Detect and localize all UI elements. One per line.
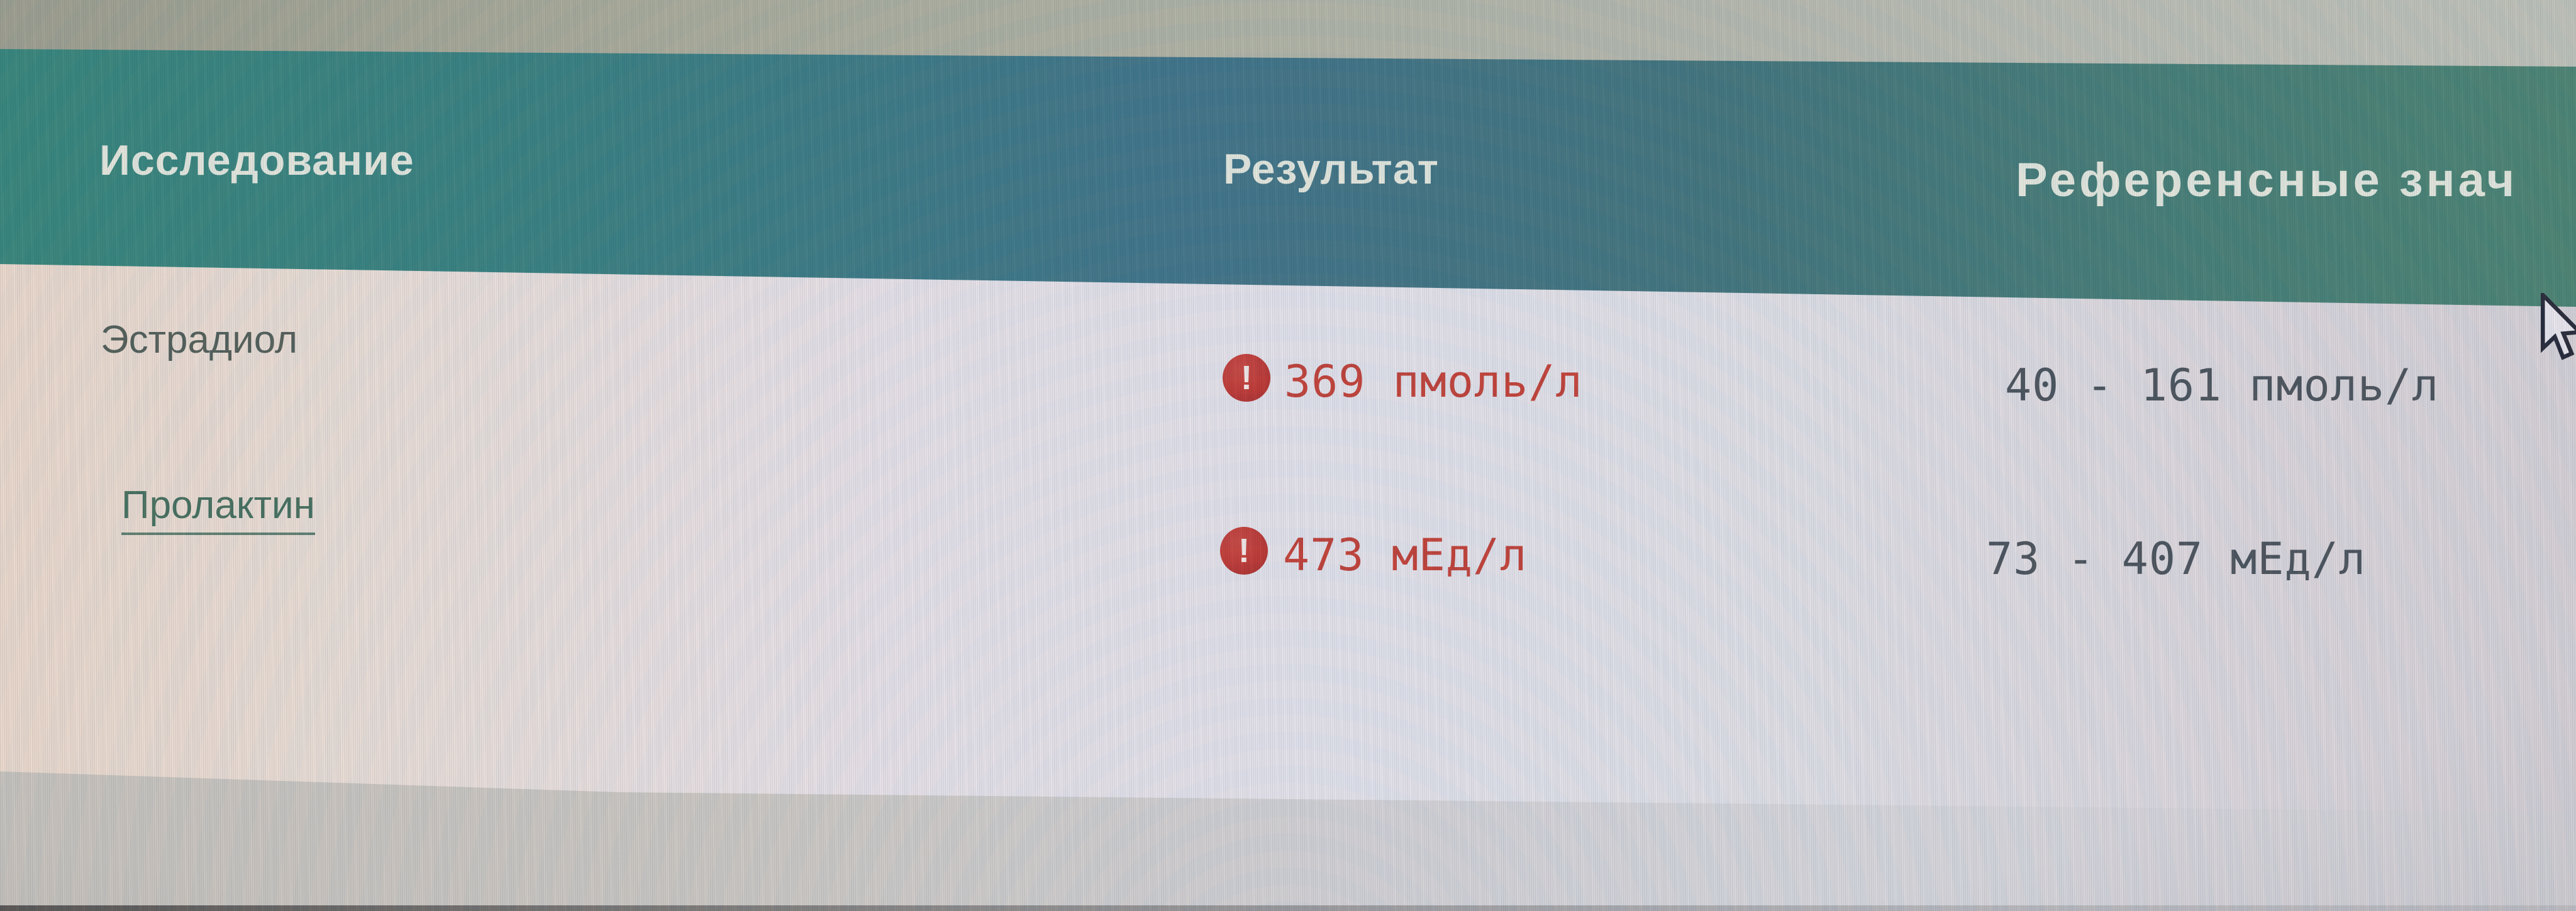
screen-bottom-edge bbox=[0, 905, 2576, 911]
mouse-cursor bbox=[2541, 293, 2576, 360]
result-value: 369 пмоль/л bbox=[1284, 356, 1583, 407]
table-header-row: Исследование Результат Референсные знач bbox=[0, 49, 2576, 307]
alert-icon: ! bbox=[1223, 354, 1270, 402]
reference-range: 73 - 407 мЕд/л bbox=[1986, 533, 2367, 585]
column-header-test: Исследование bbox=[99, 136, 414, 184]
column-header-reference: Референсные знач bbox=[2016, 153, 2518, 207]
test-name: Эстрадиол bbox=[101, 318, 298, 362]
alert-icon: ! bbox=[1220, 527, 1268, 575]
page-bottom-area bbox=[0, 771, 2576, 911]
column-header-result: Результат bbox=[1223, 145, 1439, 193]
reference-range: 40 - 161 пмоль/л bbox=[2005, 360, 2440, 411]
test-name-link[interactable]: Пролактин bbox=[121, 483, 315, 535]
result-value: 473 мЕд/л bbox=[1283, 529, 1528, 581]
